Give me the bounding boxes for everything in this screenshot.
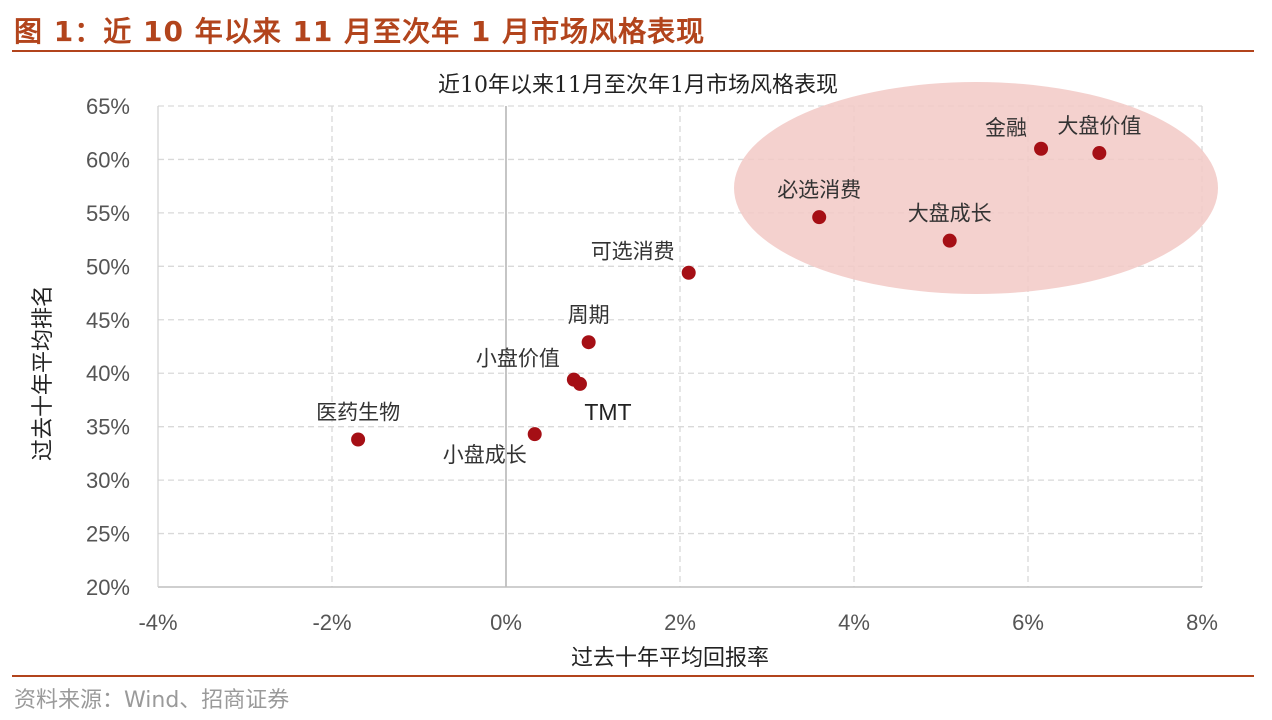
tick-labels: 20% 25% 30% 35% 40% 45% 50% 55% 60% 65% -4% -2% 0% 2%…	[86, 94, 1218, 635]
point-label: 可选消费	[591, 240, 675, 264]
y-tick-label: 35%	[86, 415, 130, 440]
scatter-point	[351, 432, 366, 447]
point-label: TMT	[584, 399, 631, 425]
point-label: 大盘成长	[908, 202, 992, 226]
y-tick-label: 55%	[86, 201, 130, 226]
scatter-point	[527, 427, 542, 442]
y-tick-label: 25%	[86, 522, 130, 547]
y-tick-label: 50%	[86, 254, 130, 279]
y-tick-label: 20%	[86, 575, 130, 600]
scatter-point	[1034, 141, 1049, 156]
y-tick-label: 45%	[86, 308, 130, 333]
point-label: 小盘成长	[443, 443, 527, 467]
scatter-point	[1092, 146, 1107, 161]
point-label: 金融	[985, 116, 1027, 140]
highlight-ellipse	[734, 82, 1218, 294]
title-divider	[12, 50, 1254, 52]
point-label: 医药生物	[316, 400, 400, 424]
x-tick-label: 4%	[838, 610, 870, 635]
scatter-point	[942, 233, 957, 248]
axes	[157, 106, 1202, 588]
x-tick-label: 6%	[1012, 610, 1044, 635]
source-note: 资料来源：Wind、招商证券	[14, 688, 290, 713]
scatter-point	[581, 335, 596, 350]
x-axis-label: 过去十年平均回报率	[571, 646, 769, 671]
point-label: 必选消费	[777, 178, 861, 202]
x-tick-label: -4%	[138, 610, 177, 635]
footer-divider	[12, 675, 1254, 677]
y-axis-label: 过去十年平均排名	[31, 285, 56, 461]
point-label: 小盘价值	[476, 347, 560, 371]
scatter-point	[681, 265, 696, 280]
x-tick-label: 2%	[664, 610, 696, 635]
point-label: 周期	[568, 303, 610, 327]
x-tick-label: 0%	[490, 610, 522, 635]
figure-title: 图 1：近 10 年以来 11 月至次年 1 月市场风格表现	[14, 15, 706, 48]
scatter-chart: 20% 25% 30% 35% 40% 45% 50% 55% 60% 65% -4% -2% 0% 2%…	[31, 73, 1218, 671]
x-tick-label: -2%	[312, 610, 351, 635]
y-tick-label: 30%	[86, 468, 130, 493]
y-tick-label: 60%	[86, 147, 130, 172]
data-points	[351, 141, 1107, 447]
scatter-point	[572, 376, 587, 391]
chart-title: 近10年以来11月至次年1月市场风格表现	[438, 73, 838, 98]
x-tick-label: 8%	[1186, 610, 1218, 635]
highlight-region	[734, 82, 1218, 294]
y-tick-label: 65%	[86, 94, 130, 119]
point-label: 大盘价值	[1057, 114, 1141, 138]
y-tick-label: 40%	[86, 361, 130, 386]
scatter-point	[812, 210, 827, 225]
